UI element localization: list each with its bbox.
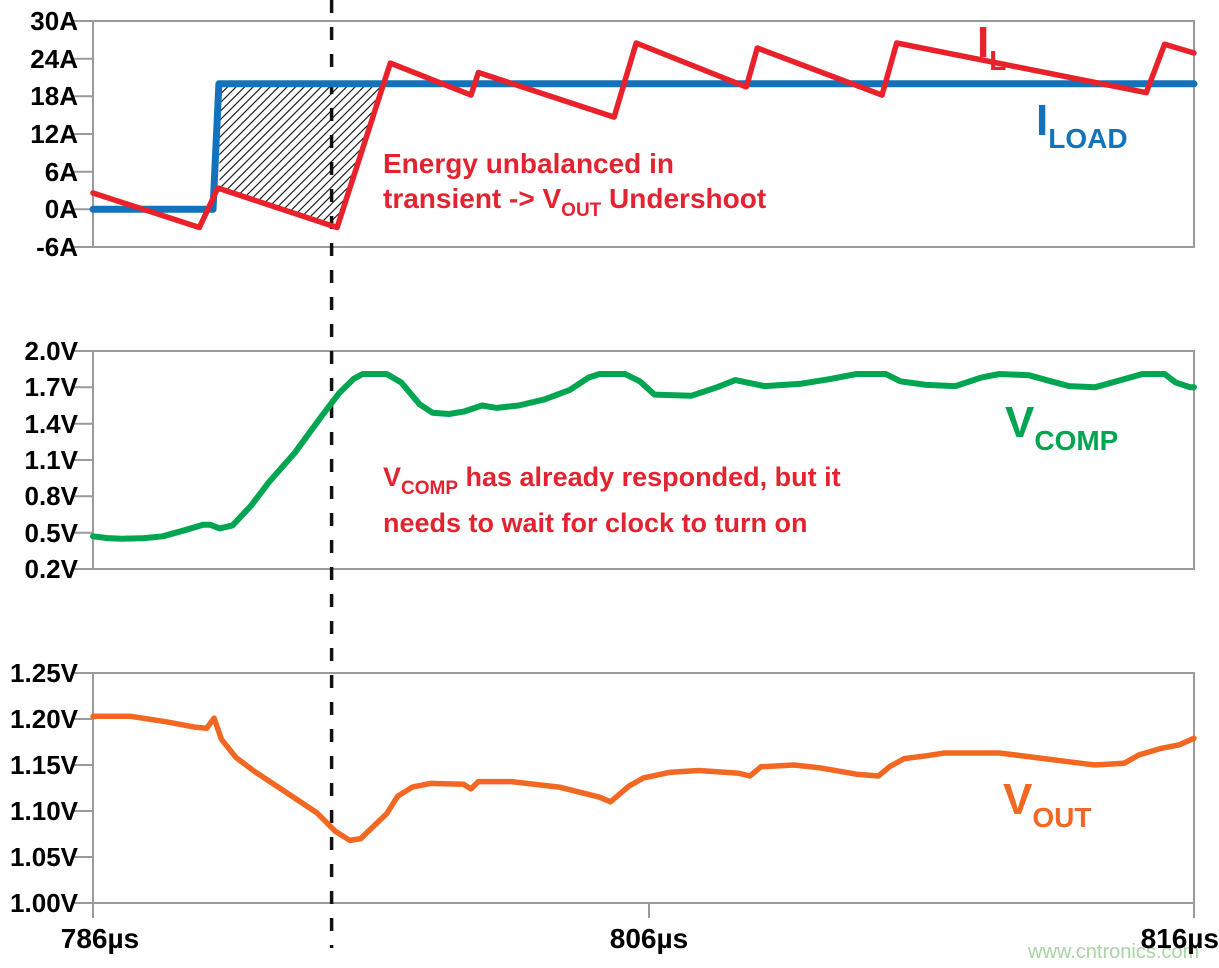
vcomp-label-symbol: V	[1005, 398, 1035, 447]
y-tick-label: 1.10V	[10, 796, 78, 826]
iload-trace-label: ILOAD	[1036, 96, 1128, 155]
y-tick-label: 0.8V	[24, 481, 79, 511]
il-label-subscript: L	[989, 45, 1007, 76]
iload-trace	[89, 80, 1198, 213]
il-trace	[90, 40, 1197, 231]
vout-chart-frame	[92, 672, 1195, 904]
vcomp-trace-label: VCOMP	[1005, 398, 1118, 457]
y-tick-label: 30A	[30, 6, 78, 36]
energy-unbalanced-annotation: Energy unbalanced in transient -> VOUT U…	[383, 146, 766, 228]
y-tick-label: 1.4V	[24, 409, 79, 439]
x-tick-label-816us: 816µs	[1140, 923, 1219, 954]
y-tick-label: 0.5V	[24, 518, 79, 548]
iload-label-symbol: I	[1036, 96, 1049, 145]
y-tick-label: 12A	[30, 119, 78, 149]
undershoot-hatch-region	[218, 83, 384, 228]
y-tick-label: 6A	[44, 157, 78, 187]
annotation-line-1: VCOMP has already responded, but it	[383, 462, 841, 499]
vcomp-response-annotation: VCOMP has already responded, but it need…	[383, 460, 841, 540]
y-tick-label: 1.25V	[10, 658, 78, 688]
il-label-symbol: I	[977, 18, 990, 67]
y-tick-label: 1.7V	[24, 372, 79, 402]
iload-label-subscript: LOAD	[1048, 123, 1128, 154]
site-watermark: www.cntronics.com	[1028, 941, 1200, 963]
vout-label-symbol: V	[1003, 775, 1033, 824]
vcomp-trace	[90, 371, 1197, 542]
y-tick-label: 1.00V	[10, 888, 78, 918]
vout-label-subscript: OUT	[1032, 802, 1092, 833]
annotation-line-1: Energy unbalanced in	[383, 148, 674, 179]
y-tick-label: 2.0V	[24, 336, 79, 366]
vcomp-label-subscript: COMP	[1034, 425, 1119, 456]
il-trace-label: IL	[977, 18, 1006, 77]
y-tick-label: 0A	[44, 194, 78, 224]
chart-borders	[92, 20, 1195, 904]
vout-trace-label: VOUT	[1003, 775, 1091, 834]
annotation-line-2: needs to wait for clock to turn on	[383, 508, 808, 538]
y-tick-label: 1.05V	[10, 842, 78, 872]
vout-trace	[90, 713, 1197, 844]
y-tick-label: 24A	[30, 44, 78, 74]
y-tick-label: 0.2V	[24, 554, 79, 584]
annotation-line-2: transient -> VOUT Undershoot	[383, 183, 767, 221]
x-tick-label-806us: 806µs	[609, 923, 689, 954]
y-tick-label: 1.15V	[10, 750, 78, 780]
y-tick-label: 1.20V	[10, 704, 78, 734]
y-tick-label: 18A	[30, 81, 78, 111]
axis-tick-marks	[72, 20, 1195, 918]
x-tick-label-786us: 786µs	[60, 923, 140, 954]
y-tick-label: 1.1V	[24, 445, 79, 475]
y-tick-label: -6A	[36, 232, 78, 262]
